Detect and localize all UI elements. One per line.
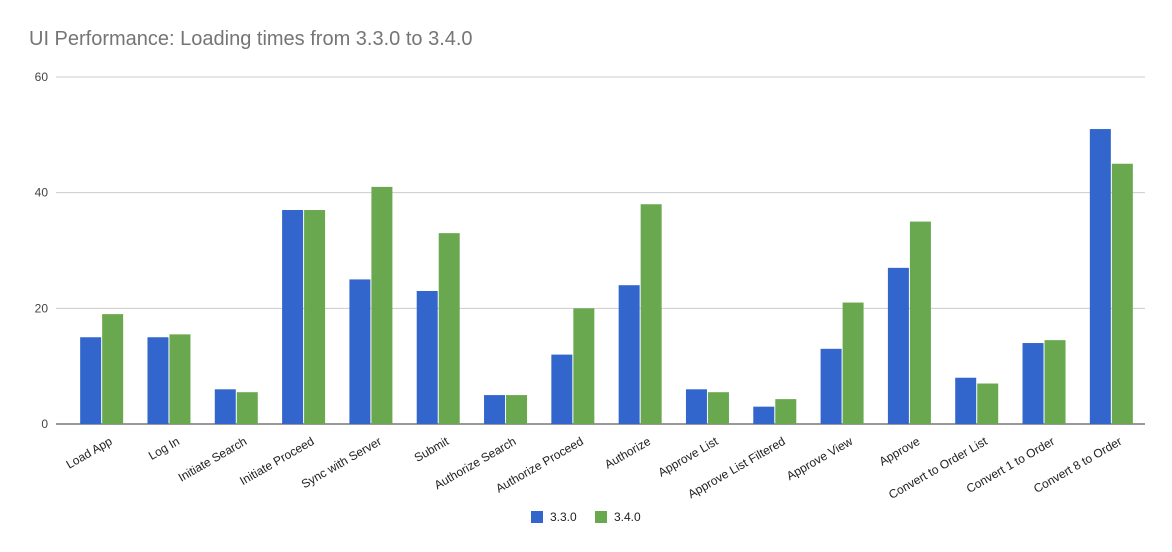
y-tick-label: 0 xyxy=(41,417,48,431)
bar-3-3-0-authorize-proceed xyxy=(551,354,573,424)
legend: 3.3.0 3.4.0 xyxy=(531,510,641,524)
bar-3-3-0-convert-8-to-order xyxy=(1089,129,1111,425)
bar-3-3-0-approve-view xyxy=(820,348,842,424)
bar-3-3-0-convert-1-to-order xyxy=(1022,343,1044,424)
bar-3-4-0-submit xyxy=(438,233,460,424)
bar-3-4-0-authorize-search xyxy=(506,395,528,424)
bar-3-4-0-initiate-search xyxy=(236,392,258,424)
bars xyxy=(80,129,1133,425)
x-tick-label: Load App xyxy=(64,434,115,472)
bar-3-3-0-sync-with-server xyxy=(349,279,371,424)
bar-3-3-0-convert-to-order-list xyxy=(955,377,977,424)
bar-3-3-0-submit xyxy=(416,290,438,424)
bar-3-4-0-authorize-proceed xyxy=(573,308,595,424)
chart-title: UI Performance: Loading times from 3.3.0… xyxy=(29,28,473,50)
legend-swatch xyxy=(531,511,543,523)
bar-3-3-0-approve xyxy=(887,267,909,424)
x-tick-label: Authorize xyxy=(602,434,653,472)
bar-3-4-0-load-app xyxy=(102,314,124,424)
bar-3-4-0-convert-8-to-order xyxy=(1111,163,1133,424)
bar-3-4-0-approve-list xyxy=(707,392,729,424)
bar-3-3-0-initiate-search xyxy=(214,389,236,424)
x-tick-label: Approve View xyxy=(784,434,855,483)
x-tick-label: Approve xyxy=(877,434,923,469)
bar-3-3-0-authorize xyxy=(618,285,640,424)
y-tick-label: 20 xyxy=(35,301,49,315)
bar-3-4-0-approve-view xyxy=(842,302,864,424)
bar-3-4-0-log-in xyxy=(169,334,191,424)
bar-3-3-0-initiate-proceed xyxy=(282,210,304,424)
bar-3-4-0-approve xyxy=(909,221,931,424)
bar-3-3-0-approve-list xyxy=(685,389,707,424)
bar-3-3-0-load-app xyxy=(80,337,102,424)
bar-3-3-0-authorize-search xyxy=(484,395,506,424)
gridlines xyxy=(56,76,1145,425)
legend-label: 3.3.0 xyxy=(550,510,577,524)
legend-label: 3.4.0 xyxy=(614,510,641,524)
bar-3-4-0-initiate-proceed xyxy=(304,210,326,424)
bar-3-4-0-convert-to-order-list xyxy=(977,383,999,424)
x-tick-label: Submit xyxy=(412,434,452,465)
bar-3-4-0-sync-with-server xyxy=(371,186,393,424)
x-tick-label: Log In xyxy=(146,434,182,463)
bar-3-4-0-approve-list-filtered xyxy=(775,399,797,424)
y-tick-label: 40 xyxy=(35,186,49,200)
y-tick-label: 60 xyxy=(35,70,49,84)
bar-3-3-0-approve-list-filtered xyxy=(753,406,775,424)
x-tick-label: Approve List xyxy=(656,434,721,480)
bar-3-4-0-authorize xyxy=(640,204,662,424)
bar-3-4-0-convert-1-to-order xyxy=(1044,340,1066,424)
legend-swatch xyxy=(595,511,607,523)
y-axis-ticks: 0 20 40 60 xyxy=(35,70,49,431)
bar-3-3-0-log-in xyxy=(147,337,169,424)
